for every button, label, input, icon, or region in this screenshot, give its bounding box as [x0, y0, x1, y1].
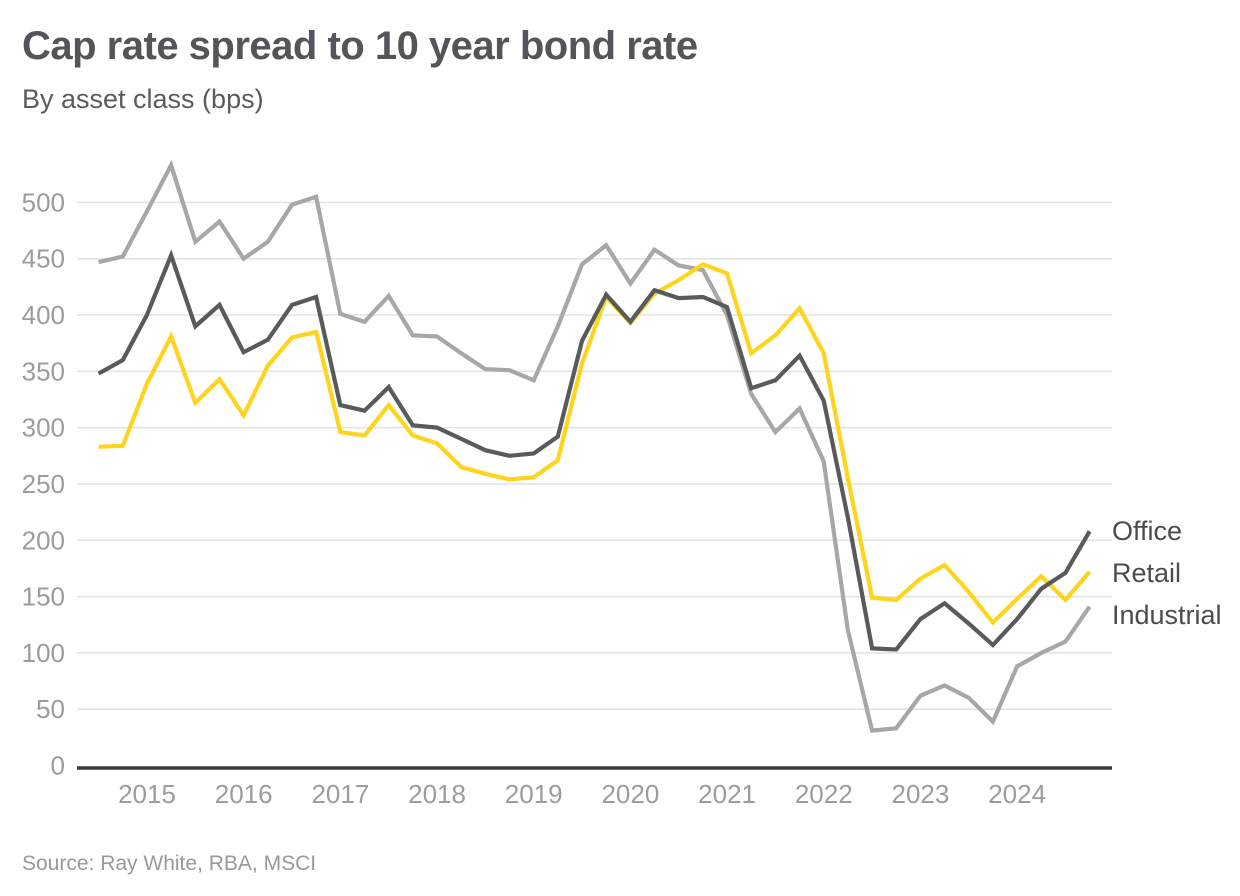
y-tick-label-500: 500	[22, 187, 65, 217]
series-line-retail	[98, 261, 1092, 626]
y-tick-label-0: 0	[51, 751, 65, 781]
x-tick-label-2022: 2022	[795, 779, 853, 809]
y-tick-label-400: 400	[22, 300, 65, 330]
legend-label-retail: Retail	[1112, 558, 1181, 588]
axis-layer: 0 50 100 150 200 250 300 350 400 450 500 2015 2016 20…	[22, 187, 1112, 809]
series-line-office	[97, 249, 1092, 652]
y-tick-label-450: 450	[22, 244, 65, 274]
x-tick-label-2023: 2023	[892, 779, 950, 809]
legend: Office Retail Industrial	[1112, 516, 1222, 630]
y-tick-label-50: 50	[36, 694, 65, 724]
x-tick-label-2020: 2020	[601, 779, 659, 809]
x-tick-label-2021: 2021	[698, 779, 756, 809]
y-tick-label-300: 300	[22, 413, 65, 443]
y-tick-label-350: 350	[22, 356, 65, 386]
source-note: Source: Ray White, RBA, MSCI	[22, 852, 317, 875]
chart-subtitle: By asset class (bps)	[22, 84, 264, 114]
page-title: Cap rate spread to 10 year bond rate	[22, 24, 698, 68]
series-layer	[97, 159, 1092, 733]
legend-label-office: Office	[1112, 516, 1182, 546]
series-line-industrial	[98, 159, 1092, 733]
x-tick-label-2024: 2024	[988, 779, 1046, 809]
x-tick-label-2015: 2015	[118, 779, 176, 809]
x-tick-label-2019: 2019	[505, 779, 563, 809]
y-tick-label-150: 150	[22, 582, 65, 612]
legend-label-industrial: Industrial	[1112, 600, 1222, 630]
x-tick-label-2017: 2017	[311, 779, 369, 809]
y-tick-label-200: 200	[22, 525, 65, 555]
x-tick-label-2016: 2016	[215, 779, 273, 809]
x-tick-label-2018: 2018	[408, 779, 466, 809]
y-tick-label-250: 250	[22, 469, 65, 499]
gridlines-layer	[77, 201, 1112, 710]
y-tick-label-100: 100	[22, 638, 65, 668]
